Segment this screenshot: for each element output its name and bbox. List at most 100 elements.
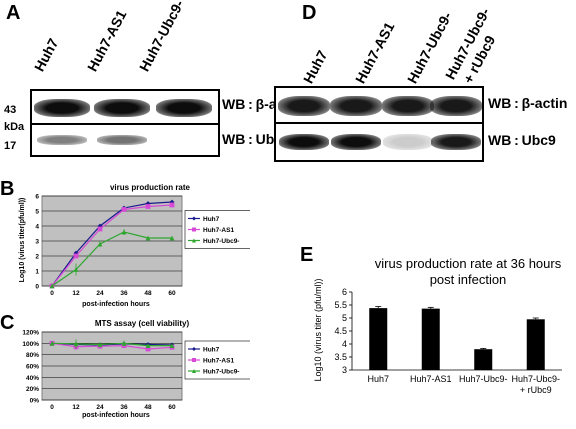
legend-entry: Huh7 [203,347,220,354]
chart-title-line2: post infection [430,272,507,287]
y-tick-label: 100% [22,341,39,348]
y-tick-label: 5 [342,313,347,323]
blot-band [331,134,381,150]
x-tick-label: 48 [144,404,152,411]
x-tick-label: 24 [96,404,104,411]
blot-ubc9 [274,122,484,162]
lane-label: Huh7-AS1 [351,19,398,86]
data-point [192,358,196,362]
blot-ubc9 [30,123,220,157]
data-point [145,343,151,348]
lane-label: Huh7 [299,47,331,86]
panel-letter-b: B [0,178,15,200]
chart-title-line1: virus production rate at 36 hours [375,256,562,271]
blot-beta-actin [30,89,220,127]
legend-entry: Huh7-AS1 [203,227,234,234]
x-tick-label: 48 [144,290,152,297]
category-label: Huh7-Ubc9- [511,374,560,384]
blot-band [431,134,481,150]
data-point [145,235,151,241]
y-tick-label: 2 [35,254,39,261]
x-tick-label: 24 [96,290,104,297]
blot-band [156,99,212,117]
data-point [121,207,127,212]
x-axis-label: post-infection hours [82,412,150,419]
lane-label: Huh7 [30,35,62,74]
legend-entry: Huh7-AS1 [203,358,234,365]
chart-virus-production-rate: virus production rate Log10 (virus titer… [19,183,250,308]
series-line [51,231,172,287]
legend-entry: Huh7 [203,216,220,223]
chart-virus-production-36h: virus production rate at 36 hours post i… [313,256,562,395]
data-point [192,347,196,351]
data-point [145,346,151,352]
data-point [192,238,196,243]
wb-label-ubc9: WB : Ubc9 [488,132,556,148]
y-tick-label: 4 [342,339,347,349]
data-point [97,342,103,347]
data-point [73,267,79,272]
x-tick-label: 60 [168,290,176,297]
y-axis-label: Log10 (virus titer(pfu/ml)) [19,198,26,283]
blot-band [382,96,434,116]
category-label-line2: + rUbc9 [520,385,552,395]
y-tick-label: 120% [22,330,39,337]
blot-band [430,96,482,116]
x-tick-label: 36 [120,290,128,297]
blot-band [94,99,150,117]
blot-band [34,99,90,117]
y-tick-label: 6 [35,194,39,201]
y-tick-label: 20% [26,386,39,393]
blot-beta-actin [274,86,484,126]
y-tick-label: 3 [35,239,39,246]
data-point [121,340,127,346]
data-point [49,340,55,346]
lane-label: Huh7-AS1 [83,7,130,75]
data-point [73,253,79,259]
y-tick-label: 6 [342,287,347,297]
data-point [145,204,151,209]
y-tick-label: 0% [30,398,40,405]
x-tick-label: 0 [50,290,54,297]
y-tick-label: 0 [35,284,39,291]
marker-43: 43 [4,104,17,116]
y-tick-label: 5 [35,209,39,216]
blot-band [97,135,147,145]
category-label: Huh7-AS1 [410,374,452,384]
legend-entry: Huh7-Ubc9- [203,238,239,245]
blot-band [383,134,433,150]
bar [421,308,440,370]
y-tick-label: 4 [35,224,39,231]
y-tick-label: 1 [35,269,39,276]
x-tick-label: 60 [168,404,176,411]
series-line [51,342,173,350]
bar [474,349,493,370]
data-point [169,235,175,241]
blot-band [278,96,330,116]
y-tick-label: 60% [26,364,39,371]
data-point [49,283,55,289]
data-point [192,227,196,232]
data-point [169,202,175,208]
category-label: Huh7 [367,374,389,384]
lane-label: Huh7-Ubc9- [135,0,187,74]
data-point [192,216,196,221]
chart-title: virus production rate [110,183,191,192]
y-tick-label: 80% [26,352,39,359]
wb-label-ubc9: WB : Ubc9 [222,131,290,147]
wb-label-beta-actin: WB : β-actin [488,95,568,111]
legend-entry: Huh7-Ubc9- [203,369,239,376]
y-tick-label: 4.5 [334,326,347,336]
bar [369,308,388,370]
y-tick-label: 3 [342,365,347,375]
data-point [121,229,127,235]
x-tick-label: 0 [50,404,54,411]
panel-letter-c: C [0,312,15,334]
blot-band [279,134,329,150]
marker-17: 17 [4,140,17,152]
data-point [169,343,175,348]
y-axis-label: Log10 (virus titer (pfu/ml)) [313,278,323,381]
y-tick-label: 40% [26,375,39,382]
chart-mts-assay: MTS assay (cell viability) post-infectio… [22,319,250,419]
data-point [73,341,79,347]
